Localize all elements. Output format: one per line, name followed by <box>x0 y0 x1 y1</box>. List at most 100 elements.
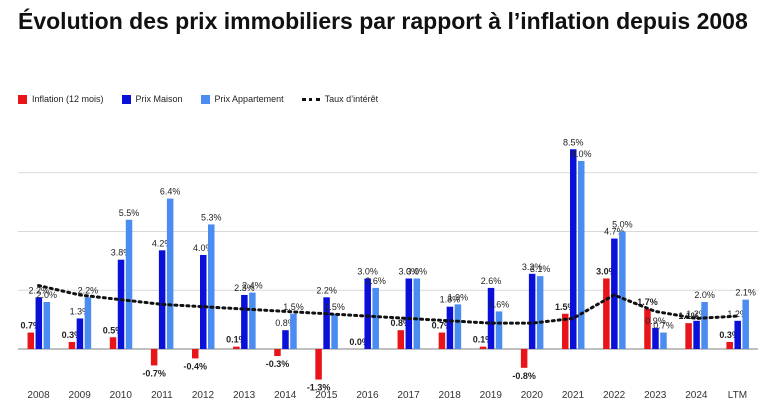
legend-label-inflation: Inflation (12 mois) <box>32 94 104 104</box>
bar-maison <box>76 318 84 349</box>
data-label-maison: 4.7% <box>604 227 625 237</box>
data-label-appartement: 2.6% <box>365 276 386 286</box>
data-label-maison: 2.2% <box>316 285 337 295</box>
data-label-appartement: 1.9% <box>448 292 469 302</box>
bar-appartement <box>208 224 215 349</box>
data-label-maison: 3.0% <box>357 267 378 277</box>
data-label-inflation: 0.3% <box>62 330 83 340</box>
data-label-appartement: 6.4% <box>160 187 181 197</box>
x-tick-label: 2013 <box>233 390 256 401</box>
data-label-appartement: 3.1% <box>530 264 551 274</box>
data-label-appartement: 2.1% <box>735 288 756 298</box>
x-tick-label: 2015 <box>315 390 338 401</box>
bar-appartement <box>660 332 667 349</box>
x-tick-label: 2012 <box>192 390 215 401</box>
legend-swatch-appartement <box>200 94 210 104</box>
bar-maison <box>570 149 577 349</box>
data-label-inflation: -1.3% <box>307 383 331 393</box>
chart-legend: Inflation (12 mois) Prix Maison Prix App… <box>18 92 378 106</box>
chart-title: Évolution des prix immobiliers par rappo… <box>18 8 748 34</box>
x-tick-label: 2016 <box>356 390 379 401</box>
data-label-maison: 3.2% <box>522 262 543 272</box>
legend-item-taux: Taux d’intérêt <box>301 94 379 104</box>
bar-maison <box>446 306 454 349</box>
legend-label-taux: Taux d’intérêt <box>324 94 379 104</box>
data-label-appartement: 2.4% <box>242 281 263 291</box>
bar-appartement <box>166 198 174 349</box>
bar-maison <box>241 294 248 349</box>
bar-maison <box>528 273 536 349</box>
x-tick-label: 2008 <box>27 390 50 401</box>
data-label-maison: 1.3% <box>70 306 91 316</box>
data-label-maison: 2.3% <box>234 283 255 293</box>
bar-maison <box>323 297 330 349</box>
bar-appartement <box>125 219 133 349</box>
data-label-appartement: 5.0% <box>612 220 633 230</box>
data-label-maison: 4.2% <box>152 238 173 248</box>
data-label-appartement: 3.0% <box>407 267 428 277</box>
bar-inflation <box>233 346 240 349</box>
data-label-appartement: 8.0% <box>571 149 592 159</box>
bar-inflation <box>644 309 651 349</box>
bar-inflation <box>192 349 199 359</box>
bar-inflation <box>315 349 322 380</box>
data-label-appartement: 1.5% <box>324 302 345 312</box>
data-label-inflation: -0.8% <box>512 371 536 381</box>
bar-inflation <box>520 349 528 368</box>
legend-label-maison: Prix Maison <box>135 94 183 104</box>
x-tick-label: 2011 <box>151 390 173 401</box>
data-label-appartement: 2.2% <box>78 285 99 295</box>
bar-appartement <box>742 299 749 349</box>
data-label-maison: 3.0% <box>399 267 420 277</box>
data-label-maison: 1.2% <box>686 309 707 319</box>
x-tick-label: 2014 <box>274 390 297 401</box>
data-label-inflation: -0.7% <box>142 368 166 378</box>
bar-inflation <box>562 313 569 349</box>
x-tick-label: 2018 <box>439 390 462 401</box>
bar-maison <box>117 259 125 349</box>
legend-item-appartement: Prix Appartement <box>200 94 284 104</box>
bar-inflation <box>726 341 733 349</box>
data-label-inflation: 3.0% <box>596 267 617 277</box>
x-tick-label: 2022 <box>603 390 626 401</box>
data-label-appartement: 2.0% <box>694 290 715 300</box>
data-label-inflation: 0.3% <box>719 330 740 340</box>
data-label-maison: 2.6% <box>481 276 502 286</box>
bar-appartement <box>701 302 708 349</box>
data-label-inflation: 0.7% <box>432 321 453 331</box>
data-label-maison: 3.8% <box>111 248 132 258</box>
legend-item-maison: Prix Maison <box>121 94 183 104</box>
data-label-appartement: 0.7% <box>653 321 674 331</box>
bar-maison <box>405 278 413 349</box>
data-label-maison: 0.9% <box>645 316 666 326</box>
bar-appartement <box>372 287 379 349</box>
data-label-appartement: 5.3% <box>201 212 222 222</box>
bar-maison <box>282 330 289 349</box>
bar-appartement <box>290 313 297 349</box>
legend-swatch-inflation <box>18 94 27 104</box>
bar-appartement <box>413 278 421 349</box>
data-label-inflation: -0.3% <box>266 359 290 369</box>
legend-label-appartement: Prix Appartement <box>214 94 284 104</box>
bar-inflation <box>397 330 405 349</box>
data-label-appartement: 5.5% <box>119 208 140 218</box>
bar-inflation <box>27 332 35 349</box>
bar-maison <box>734 320 741 349</box>
bar-maison <box>364 278 371 349</box>
bar-appartement <box>331 313 338 349</box>
interest-rate-line <box>37 284 739 325</box>
data-label-maison: 4.0% <box>193 243 214 253</box>
bar-inflation <box>685 323 692 349</box>
bar-appartement <box>619 231 626 349</box>
x-tick-label: 2017 <box>397 390 420 401</box>
data-label-inflation: 0.0% <box>349 337 370 347</box>
bar-maison <box>35 297 43 349</box>
bar-inflation <box>479 346 487 349</box>
data-label-inflation: 0.1% <box>226 335 247 345</box>
bar-maison <box>693 320 700 349</box>
data-label-inflation: 0.1% <box>473 335 494 345</box>
bar-maison <box>158 250 166 349</box>
data-label-inflation: 1.5% <box>555 302 576 312</box>
bar-maison <box>200 255 207 349</box>
data-label-maison: 8.5% <box>563 137 584 147</box>
